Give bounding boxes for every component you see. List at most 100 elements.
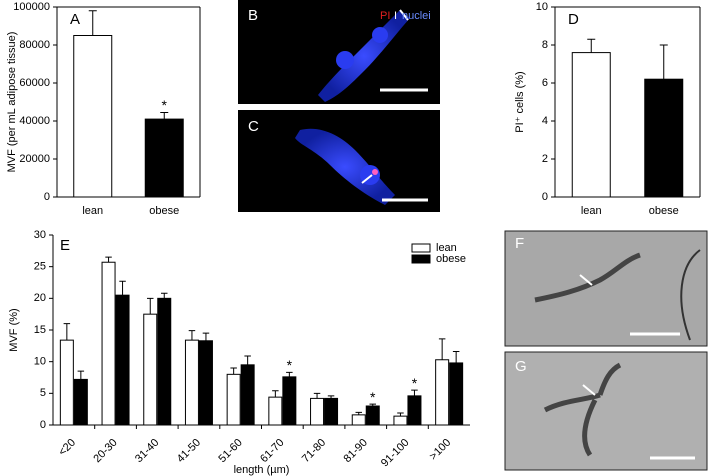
bar bbox=[268, 396, 283, 426]
y-tick-label: 10 bbox=[34, 356, 46, 368]
error-bar bbox=[160, 111, 169, 120]
y-tick-label: 60000 bbox=[19, 77, 50, 89]
bar bbox=[449, 362, 464, 426]
micrograph-c: C bbox=[238, 110, 440, 212]
y-axis-title: MVF (per mL adipose tissue) bbox=[6, 32, 18, 173]
significance-marker: * bbox=[370, 389, 376, 405]
y-tick-label: 2 bbox=[542, 153, 548, 165]
bar bbox=[143, 313, 158, 426]
y-tick-label: 10 bbox=[536, 1, 548, 13]
error-bar bbox=[286, 371, 293, 377]
legend-swatch bbox=[411, 243, 431, 253]
image-label: F bbox=[515, 235, 524, 252]
bar bbox=[324, 397, 339, 426]
counterstain-label: nuclei bbox=[402, 10, 431, 22]
y-tick-label: 8 bbox=[542, 39, 548, 51]
bar bbox=[101, 261, 116, 426]
error-bar bbox=[272, 390, 279, 398]
y-tick-label: 6 bbox=[542, 77, 548, 89]
legend-label: lean bbox=[436, 242, 457, 254]
legend-separator: I bbox=[394, 10, 397, 22]
bar bbox=[435, 359, 450, 426]
y-axis-title: MVF (%) bbox=[8, 308, 20, 351]
error-bar bbox=[77, 370, 85, 380]
y-tick-label: 100000 bbox=[13, 1, 50, 13]
bar bbox=[157, 297, 172, 426]
panel-label: D bbox=[568, 11, 579, 28]
legend-label: obese bbox=[436, 253, 466, 265]
image-label: G bbox=[515, 358, 527, 375]
error-bar bbox=[397, 412, 404, 417]
error-bar bbox=[452, 351, 460, 363]
bar bbox=[310, 397, 325, 426]
bar bbox=[59, 339, 74, 426]
bar bbox=[393, 415, 408, 426]
bar bbox=[644, 78, 684, 198]
bar bbox=[407, 395, 422, 426]
panel-label: E bbox=[60, 237, 70, 254]
stain-label: PI bbox=[380, 10, 390, 22]
x-tick-label: obese bbox=[149, 205, 179, 217]
bar bbox=[198, 340, 213, 426]
bar bbox=[282, 376, 297, 426]
x-tick-label: <20 bbox=[56, 437, 78, 459]
error-bar bbox=[88, 10, 97, 36]
bar bbox=[365, 405, 380, 426]
bar bbox=[571, 52, 611, 198]
error-bar bbox=[438, 338, 446, 360]
bar bbox=[144, 118, 184, 198]
legend-swatch bbox=[411, 254, 431, 264]
significance-marker: * bbox=[412, 375, 418, 391]
image-label: B bbox=[248, 7, 258, 24]
x-tick-label: 31-40 bbox=[133, 437, 161, 465]
x-tick-label: 81-90 bbox=[342, 437, 370, 465]
bar bbox=[351, 414, 366, 426]
micrograph-f: F bbox=[504, 230, 708, 347]
y-tick-label: 20 bbox=[34, 292, 46, 304]
micrograph-b: B PI I nuclei bbox=[238, 0, 440, 104]
bar bbox=[73, 35, 113, 198]
error-bar bbox=[230, 367, 237, 375]
error-bar bbox=[327, 395, 335, 399]
y-tick-label: 15 bbox=[34, 324, 46, 336]
x-tick-label: lean bbox=[82, 205, 103, 217]
image-label: C bbox=[248, 118, 259, 135]
error-bar bbox=[355, 411, 362, 415]
error-bar bbox=[587, 38, 596, 53]
significance-marker: * bbox=[162, 97, 168, 113]
error-bar bbox=[105, 256, 112, 263]
y-tick-label: 4 bbox=[542, 115, 548, 127]
x-tick-label: obese bbox=[649, 205, 679, 217]
y-tick-label: 80000 bbox=[19, 39, 50, 51]
error-bar bbox=[161, 292, 168, 299]
x-tick-label: 51-60 bbox=[216, 437, 244, 465]
bar bbox=[240, 364, 255, 426]
significance-marker: * bbox=[287, 357, 293, 373]
y-tick-label: 0 bbox=[44, 191, 50, 203]
error-bar bbox=[369, 403, 376, 406]
y-tick-label: 0 bbox=[542, 191, 548, 203]
y-tick-label: 5 bbox=[40, 387, 46, 399]
x-tick-label: 71-80 bbox=[300, 437, 328, 465]
x-tick-label: 91-100 bbox=[379, 437, 412, 470]
x-tick-label: 41-50 bbox=[175, 437, 203, 465]
panel-label: A bbox=[70, 11, 80, 28]
y-axis-title: PI⁺ cells (%) bbox=[514, 71, 526, 132]
error-bar bbox=[63, 323, 71, 341]
y-tick-label: 40000 bbox=[19, 115, 50, 127]
error-bar bbox=[659, 44, 668, 80]
micrograph-g: G bbox=[504, 351, 708, 471]
x-tick-label: >100 bbox=[427, 437, 453, 463]
error-bar bbox=[244, 355, 251, 365]
bar bbox=[73, 378, 88, 426]
error-bar bbox=[202, 332, 210, 341]
error-bar bbox=[313, 392, 321, 399]
y-tick-label: 20000 bbox=[19, 153, 50, 165]
error-bar bbox=[119, 280, 126, 296]
bar bbox=[115, 294, 130, 426]
bar bbox=[226, 373, 241, 426]
x-tick-label: lean bbox=[581, 205, 602, 217]
bar bbox=[184, 339, 199, 426]
error-bar bbox=[411, 389, 418, 396]
